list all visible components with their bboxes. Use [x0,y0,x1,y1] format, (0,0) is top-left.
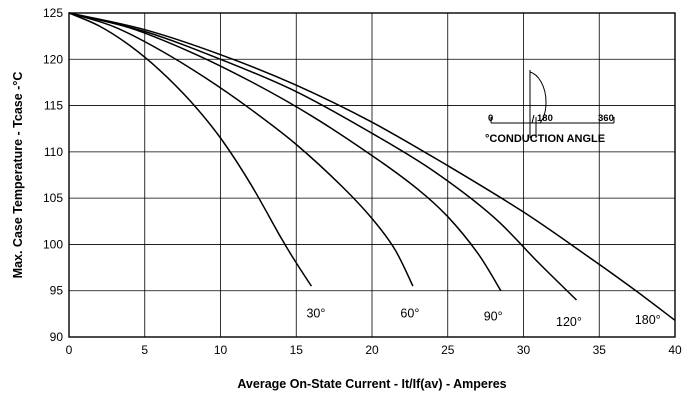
series-label-4: 180° [635,313,661,327]
x-tick-label: 25 [441,343,455,357]
inset-label-360: 360 [598,113,614,124]
x-tick-label: 35 [593,343,607,357]
inset-label-0: 0 [488,113,493,124]
x-tick-label: 30 [517,343,531,357]
series-line-1 [68,12,414,287]
series-line-0 [68,12,313,287]
y-axis-title: Max. Case Temperature - Tcase -°C [11,72,25,279]
inset-pointer [531,114,535,124]
y-tick-label: 105 [43,191,63,205]
y-tick-label: 125 [43,6,63,20]
inset-label-180: 180 [537,113,553,124]
x-tick-label: 5 [141,343,148,357]
series-line-2 [68,12,502,292]
tick-labels: 0 5 10 15 20 25 30 35 40 90 95 100 105 110 115 120 125 [43,6,682,357]
series-label-2: 90° [484,309,503,323]
x-tick-label: 0 [66,343,73,357]
series-label-0: 30° [306,307,325,321]
grid [69,13,675,337]
x-tick-label: 10 [214,343,228,357]
series-label-1: 60° [400,307,419,321]
series-line-3 [68,12,578,301]
x-tick-label: 15 [290,343,304,357]
y-tick-label: 120 [43,52,63,66]
y-tick-label: 90 [50,330,64,344]
series-label-3: 120° [556,315,582,329]
y-tick-label: 110 [44,145,63,159]
conduction-angle-inset: 0 180 360 °CONDUCTION ANGLE [485,70,615,145]
x-tick-label: 20 [365,343,379,357]
y-tick-label: 95 [50,284,64,298]
x-axis-title: Average On-State Current - It/If(av) - A… [237,377,506,391]
y-tick-label: 100 [43,237,63,251]
x-tick-label: 40 [668,343,682,357]
inset-waveform [529,71,547,124]
series-line-4 [68,12,676,321]
inset-title: °CONDUCTION ANGLE [485,133,605,145]
curve-labels: 30° 60° 90° 120° 180° [306,307,660,329]
y-tick-label: 115 [44,99,63,113]
plot-frame [68,12,676,338]
curves [68,12,676,321]
